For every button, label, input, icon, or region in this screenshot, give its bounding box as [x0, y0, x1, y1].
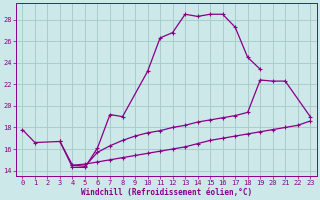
X-axis label: Windchill (Refroidissement éolien,°C): Windchill (Refroidissement éolien,°C) [81, 188, 252, 197]
